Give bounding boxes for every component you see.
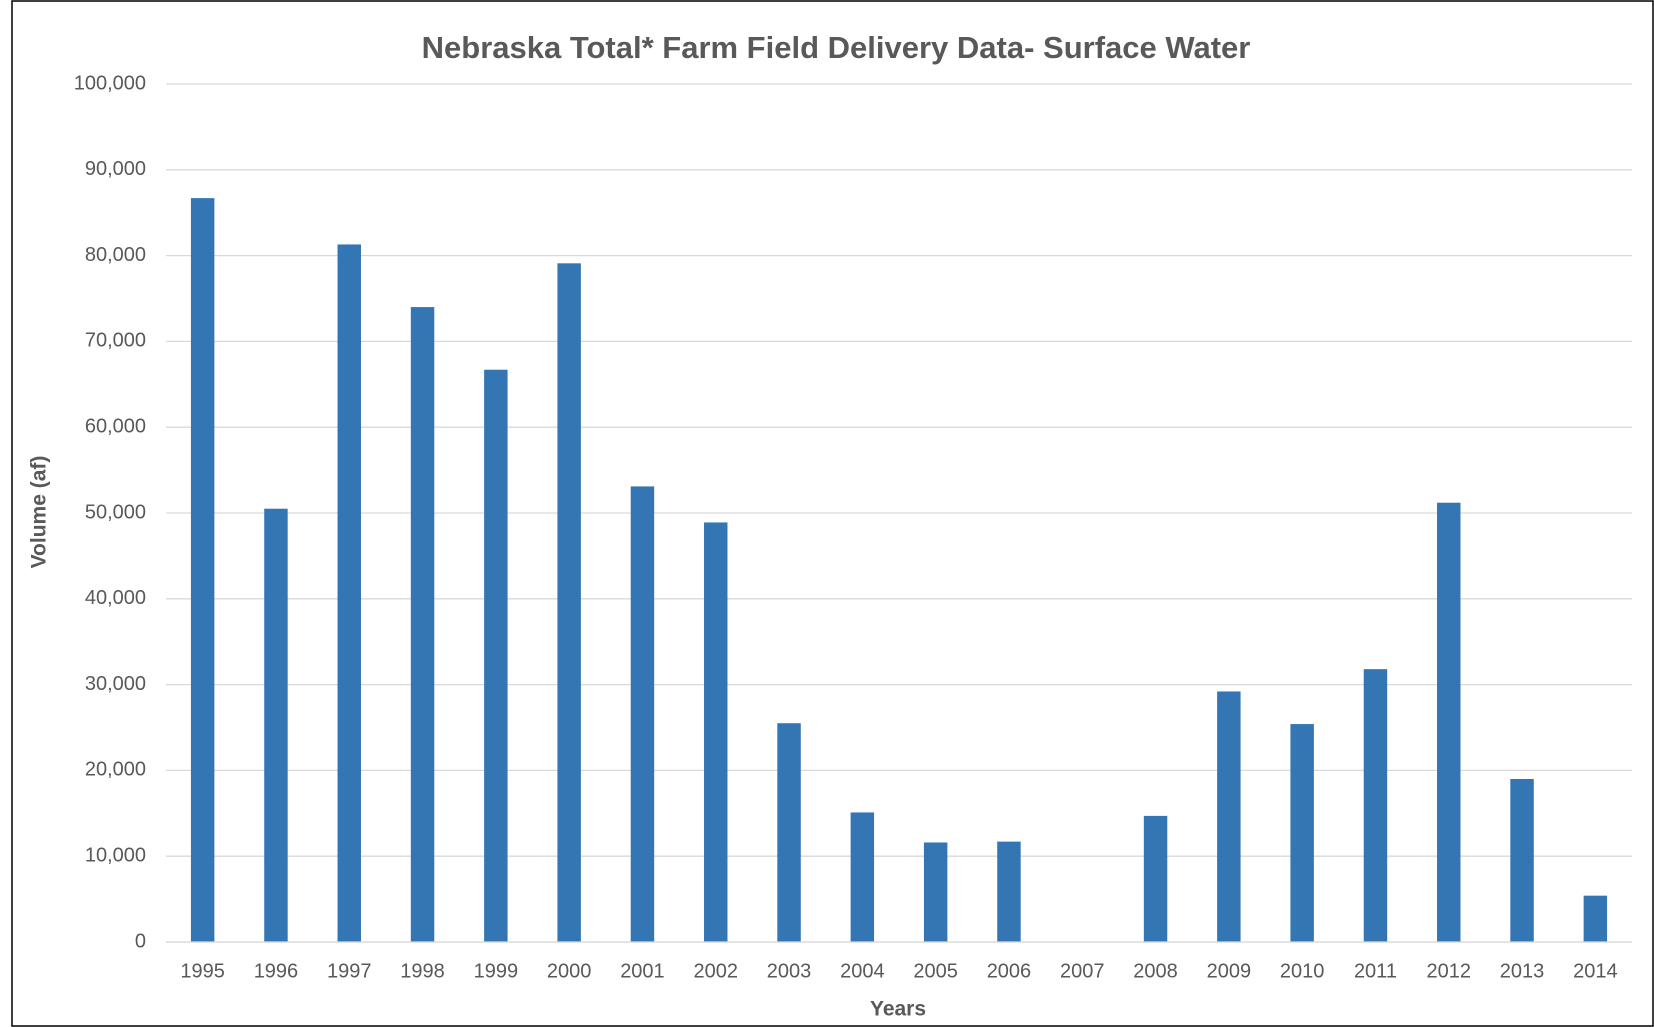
x-tick-label: 2008	[1133, 960, 1178, 982]
x-tick-label: 2006	[987, 960, 1032, 982]
y-tick-label: 90,000	[85, 158, 146, 180]
x-tick-label: 1999	[474, 960, 519, 982]
x-tick-label: 2011	[1354, 960, 1397, 982]
bar	[1583, 895, 1608, 942]
bar	[337, 244, 361, 943]
x-tick-label: 1998	[400, 960, 445, 982]
y-tick-label: 0	[135, 930, 146, 952]
y-tick-label: 30,000	[85, 673, 146, 695]
bar	[1290, 724, 1314, 942]
x-tick-label: 1996	[254, 960, 299, 982]
y-tick-label: 60,000	[85, 415, 146, 437]
y-tick-label: 80,000	[85, 244, 146, 266]
x-tick-label: 2012	[1427, 960, 1472, 982]
x-tick-label: 2013	[1500, 960, 1545, 982]
bar	[1437, 502, 1461, 942]
bar	[1217, 691, 1241, 942]
bar	[1510, 778, 1534, 942]
bar	[410, 307, 435, 943]
y-tick-label: 50,000	[85, 501, 146, 523]
y-axis-title: Volume (af)	[28, 456, 51, 569]
x-tick-label: 2005	[913, 960, 958, 982]
bar	[1363, 669, 1388, 942]
bar	[850, 812, 875, 942]
y-tick-label: 100,000	[74, 72, 146, 94]
x-tick-label: 2007	[1060, 960, 1105, 982]
bar	[190, 198, 215, 942]
x-tick-label: 2004	[840, 960, 885, 982]
bar	[923, 842, 948, 942]
x-axis-title: Years	[870, 998, 926, 1021]
y-tick-label: 40,000	[85, 587, 146, 609]
x-tick-label: 2009	[1207, 960, 1252, 982]
bar	[630, 486, 655, 942]
y-tick-label: 20,000	[85, 759, 146, 781]
y-tick-label: 10,000	[85, 844, 146, 866]
x-tick-label: 2000	[547, 960, 592, 982]
x-tick-label: 1995	[180, 960, 225, 982]
bar	[557, 263, 581, 942]
x-tick-label: 2002	[694, 960, 739, 982]
bar	[264, 508, 288, 942]
bar	[484, 369, 508, 942]
chart-title: Nebraska Total* Farm Field Delivery Data…	[422, 30, 1251, 65]
x-tick-label: 2001	[620, 960, 665, 982]
x-tick-label: 1997	[327, 960, 372, 982]
y-tick-label: 70,000	[85, 330, 146, 352]
x-tick-label: 2003	[767, 960, 812, 982]
x-tick-label: 2010	[1280, 960, 1325, 982]
bar	[704, 522, 728, 942]
bar	[777, 723, 801, 942]
bar	[997, 841, 1021, 942]
x-tick-label: 2014	[1573, 960, 1618, 982]
bar	[1143, 815, 1168, 942]
